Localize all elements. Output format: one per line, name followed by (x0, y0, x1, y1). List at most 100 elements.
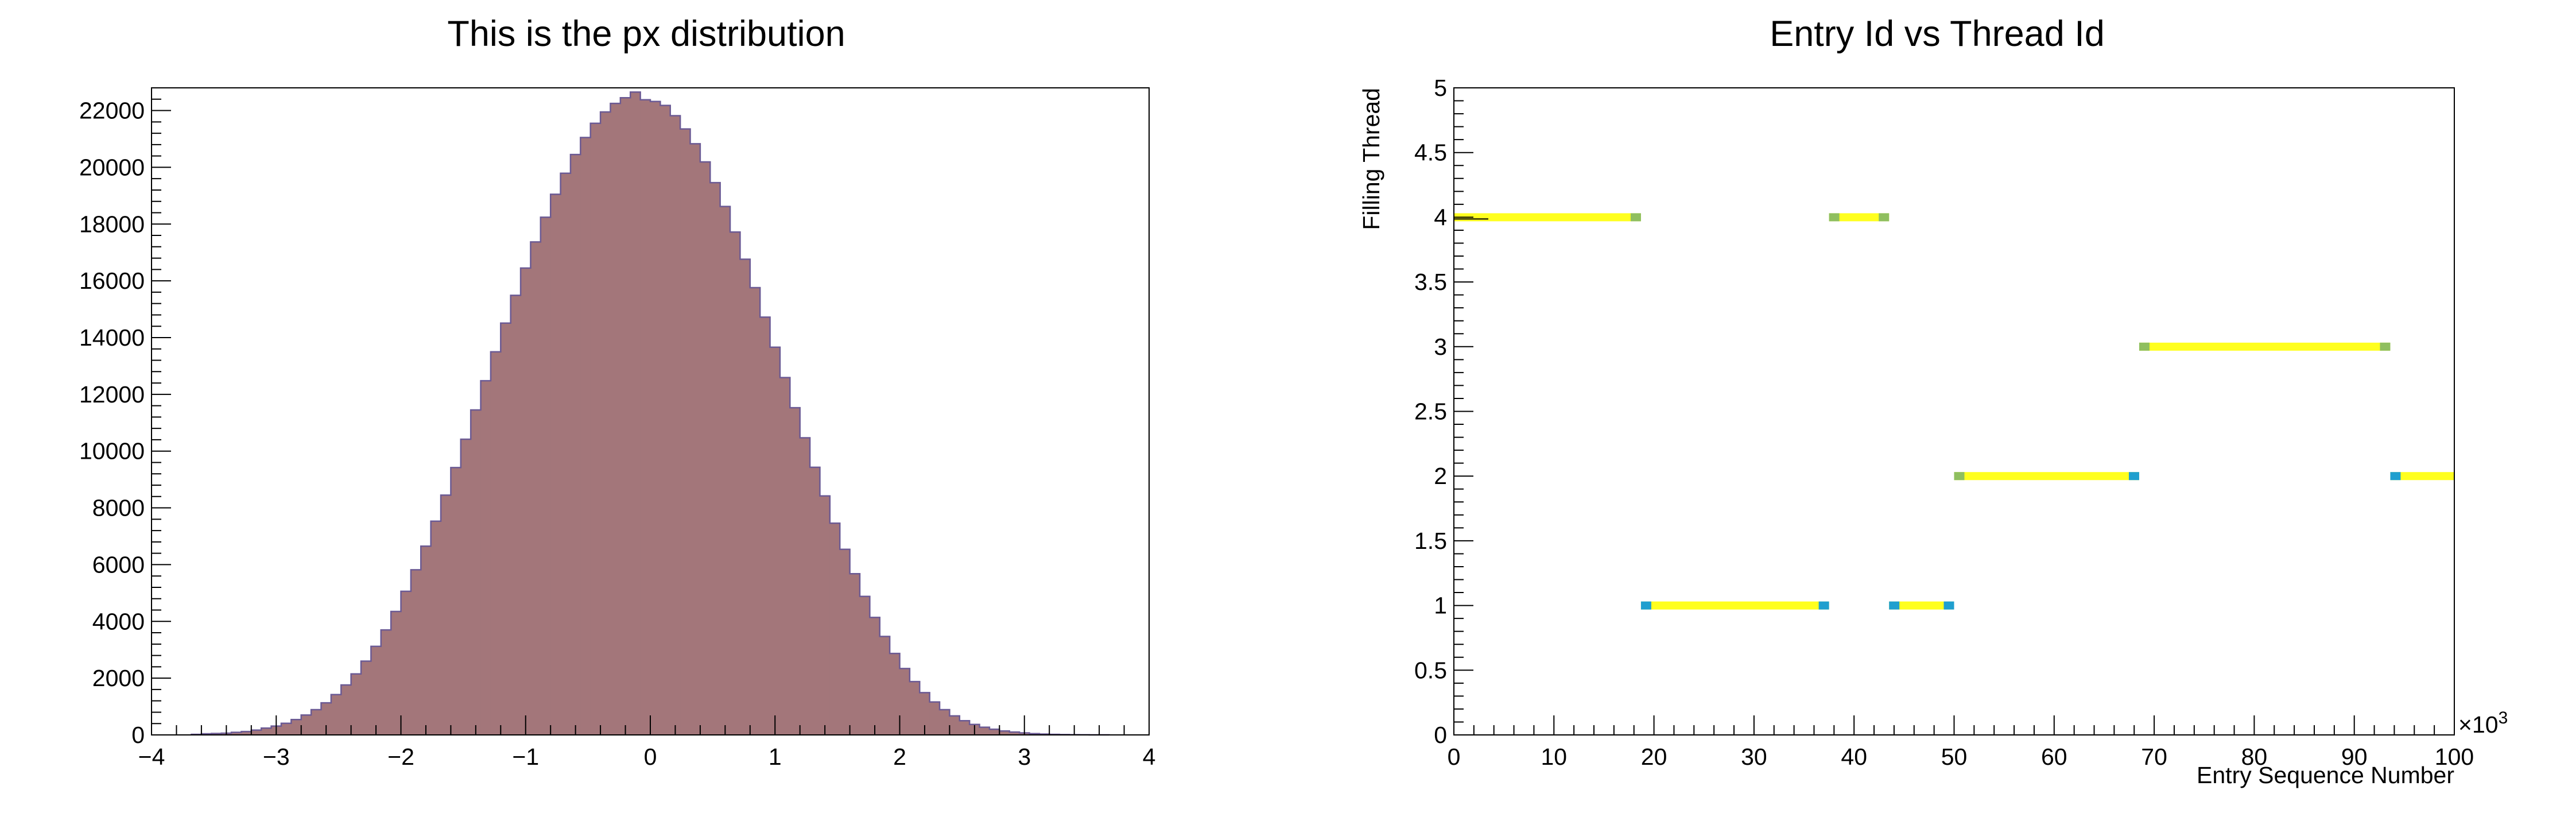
px-histogram-panel: This is the px distribution −4 −3 −2 −1 0 1 2 3… (79, 14, 1155, 770)
histogram-bar (521, 268, 532, 735)
segment-body (1454, 213, 1641, 222)
histogram-bar (670, 115, 681, 735)
histogram-bar (770, 347, 781, 735)
x-exponent-power: 3 (2499, 709, 2508, 727)
histogram-bar (640, 99, 651, 735)
histogram-bar (820, 495, 831, 735)
thread-segment (1889, 601, 1954, 610)
histogram-bar (410, 570, 421, 735)
histogram-bar (540, 217, 551, 735)
histogram-bar (810, 467, 821, 735)
histogram-bar (790, 408, 801, 735)
histogram-bar (301, 715, 312, 735)
segment-end-marker (1630, 213, 1641, 222)
segment-body (2390, 472, 2454, 481)
histogram-bar (620, 98, 631, 735)
histogram-bar (859, 596, 870, 735)
y-tick-label: 22000 (79, 98, 145, 124)
histogram-bar (849, 574, 860, 735)
x-tick-label: 4 (1143, 744, 1156, 770)
y-tick-label: 1 (1434, 593, 1447, 619)
histogram-bar (580, 137, 591, 735)
histogram-bar (959, 721, 970, 735)
histogram-bar (441, 495, 451, 735)
histogram-bar (530, 242, 541, 735)
y-tick-label: 2.5 (1414, 398, 1447, 425)
y-tick-label: 8000 (92, 495, 145, 521)
y-tick-label: 10000 (79, 438, 145, 464)
histogram-bar (291, 719, 302, 735)
y-tick-label: 6000 (92, 551, 145, 578)
x-tick-label: 0 (644, 744, 657, 770)
y-tick-label: 0.5 (1414, 657, 1447, 683)
entry-thread-panel: Entry Id vs Thread Id 0 10 20 30 40 50 60 70 80 9… (1358, 14, 2508, 788)
y-tick-label: 3.5 (1414, 269, 1447, 295)
thread-segment (2139, 342, 2391, 351)
x-tick-label: 40 (1841, 744, 1867, 770)
histogram-bar (610, 103, 621, 735)
histogram-bar (989, 729, 1000, 735)
y-tick-label: 18000 (79, 211, 145, 237)
x-tick-label: 90 (2341, 744, 2368, 770)
segment-end-marker (1943, 601, 1954, 610)
histogram-bar (471, 410, 482, 735)
histogram-bar (570, 154, 581, 735)
x-tick-label: −2 (387, 744, 414, 770)
px-histogram-title: This is the px distribution (447, 14, 845, 54)
segment-start-marker (2390, 472, 2401, 481)
histogram-bar (341, 685, 352, 735)
x-tick-label: −1 (512, 744, 539, 770)
histogram-bar (600, 112, 611, 735)
histogram-bar (999, 731, 1010, 735)
y-tick-label: 20000 (79, 154, 145, 180)
histogram-bar (231, 732, 242, 735)
entry-thread-title: Entry Id vs Thread Id (1770, 14, 2105, 54)
histogram-bar (391, 611, 402, 735)
y-tick-label: 4000 (92, 608, 145, 634)
histogram-bar (510, 295, 521, 735)
segment-body (1829, 213, 1890, 222)
histogram-bar (251, 730, 262, 735)
segment-end-marker (2128, 472, 2139, 481)
thread-segment (1954, 472, 2139, 481)
entry-thread-axes: 0 10 20 30 40 50 60 70 80 90 100 0 0.5 1 1.5 2 2.5 3 3.5 4 4… (1414, 75, 2474, 770)
histogram-bar (680, 129, 691, 735)
x-exponent-base: ×10 (2458, 711, 2499, 738)
histogram-bar (360, 661, 371, 735)
histogram-bar (920, 692, 930, 735)
histogram-bar (879, 636, 890, 735)
histogram-bar (351, 673, 362, 735)
histogram-bar (890, 653, 901, 735)
histogram-bar (840, 549, 851, 735)
segment-body (1640, 601, 1829, 610)
histogram-bar (720, 206, 731, 735)
y-axis-label: Filling Thread (1358, 88, 1384, 230)
histogram-bar (401, 591, 412, 735)
histogram-bar (321, 703, 332, 735)
segment-end-marker (1818, 601, 1829, 610)
y-tick-label: 0 (131, 722, 145, 748)
segment-end-marker (1879, 213, 1890, 222)
histogram-bar (979, 727, 990, 735)
x-tick-label: 1 (769, 744, 782, 770)
histogram-bar (730, 232, 741, 735)
x-tick-label: 10 (1541, 744, 1567, 770)
y-tick-label: 1.5 (1414, 528, 1447, 554)
histogram-bar (630, 92, 641, 735)
segment-body (1889, 601, 1954, 610)
histogram-bar (590, 123, 601, 735)
histogram-bar (451, 467, 461, 735)
histogram-bar (940, 710, 950, 735)
histogram-bar (710, 183, 721, 735)
segment-end-marker (2380, 342, 2391, 351)
histogram-bar (829, 523, 840, 735)
segment-body (2139, 342, 2391, 351)
histogram-bar (760, 317, 771, 735)
histogram-bar (700, 162, 711, 735)
histogram-bar (949, 715, 960, 735)
histogram-outline (191, 91, 1110, 736)
x-tick-label: 0 (1448, 744, 1461, 770)
x-tick-label: 100 (2435, 744, 2474, 770)
